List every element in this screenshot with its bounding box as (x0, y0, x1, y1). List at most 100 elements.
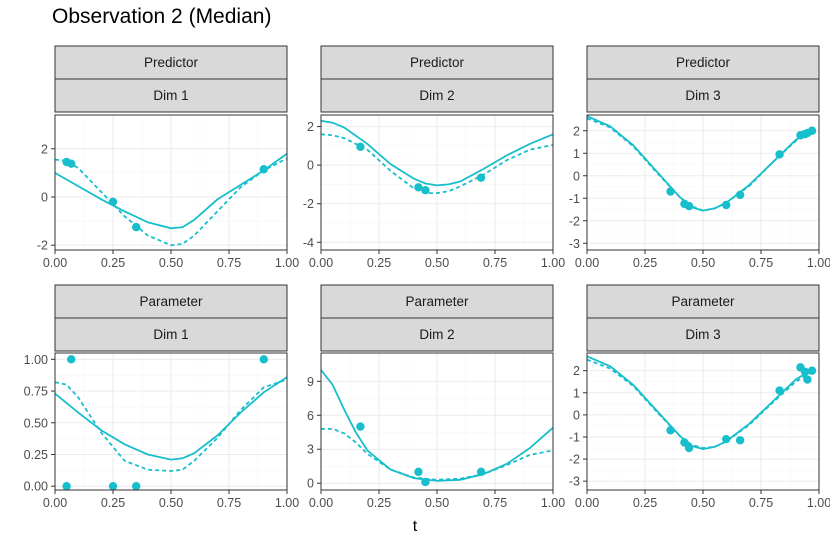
panel-1-x-tick-label: 0.00 (43, 256, 67, 270)
panel-6-x-tick-label: 0.50 (691, 496, 715, 510)
panel-4-group: Parameter Dim 1 0.00 0.25 0.50 0.75 1.00 0.00 0.… (24, 284, 299, 510)
panel-5-x-tick-label: 0.50 (425, 496, 449, 510)
panel-2-y-tick-label: -4 (303, 236, 314, 250)
panel-6-data-point (775, 386, 784, 395)
panel-3-y-tick-label: -1 (569, 192, 580, 206)
panel-1-y-tick-label: 2 (41, 142, 48, 156)
panel-2-data-point (356, 142, 365, 152)
panel-2-data-point (421, 186, 430, 195)
panel-4-y-tick-label: 0.75 (24, 385, 48, 399)
panel-2-x-tick-label: 1.00 (541, 256, 565, 270)
panel-4-data-point (67, 355, 76, 364)
panel-6-x-tick-label: 0.75 (749, 496, 773, 510)
panel-4-strip-bottom-label: Dim 1 (153, 327, 188, 342)
panel-4-y-tick-label: 1.00 (24, 353, 48, 367)
panel-2-x-tick-label: 0.00 (309, 256, 333, 270)
panel-3-group: Predictor Dim 3 0.00 0.25 0.50 0.75 1.00 -3 -2 -1… (569, 45, 830, 270)
panel-1-x-tick-label: 1.00 (275, 256, 299, 270)
panel-6-x-tick-label: 0.25 (633, 496, 657, 510)
panel-3-data-point (722, 200, 731, 210)
panel-5-series-dashed (321, 428, 554, 481)
panel-6-y-tick-label: -3 (569, 475, 580, 489)
panel-6-y-tick-label: 0 (573, 408, 580, 422)
panel-5-x-tick-label: 1.00 (541, 496, 565, 510)
panel-5-group: Parameter Dim 2 0.00 0.25 0.50 0.75 1.00 0 3 6 9 (307, 284, 565, 510)
panel-3-data-point (666, 187, 675, 196)
panel-1-y-tick-label: 0 (41, 190, 48, 204)
panel-2-data-point (476, 173, 486, 182)
panel-1-data-point (108, 197, 118, 206)
panel-6-group: Parameter Dim 3 0.00 0.25 0.50 0.75 1.00 -3 -2 -1… (569, 284, 830, 510)
panel-1-x-tick-label: 0.50 (159, 256, 183, 270)
panel-4-x-tick-label: 0.25 (101, 496, 125, 510)
panel-3-border (586, 114, 820, 251)
panel-1-data-point (132, 222, 141, 232)
panel-2-strip-bottom (320, 78, 554, 113)
panel-2-x-tick-label: 0.50 (425, 256, 449, 270)
panel-3-strip-bottom (586, 78, 820, 113)
panel-3-x-tick-label: 0.25 (633, 256, 657, 270)
panel-5-data-point (476, 467, 486, 477)
panel-4-y-tick-label: 0.00 (24, 480, 48, 494)
panel-1-y-tick-label: -2 (37, 239, 48, 253)
panel-3-y-tick-label: -3 (569, 237, 580, 251)
panel-6-border (586, 352, 820, 491)
panel-5-data-point (421, 477, 430, 487)
panel-5-y-tick-label: 6 (307, 409, 314, 423)
panel-2-border (320, 114, 554, 251)
panel-1-series-dashed (54, 157, 288, 247)
panel-3-data-point (775, 150, 784, 159)
panel-1-strip-top-label: Predictor (144, 55, 199, 70)
panel-3-data-point (684, 201, 694, 211)
panel-4-strip-top-label: Parameter (139, 294, 203, 309)
panel-5-border (320, 352, 554, 491)
panel-2-data-point (414, 183, 423, 192)
panel-4-x-tick-label: 0.00 (43, 496, 67, 510)
panel-1-group: Predictor Dim 1 0.00 0.25 0.50 0.75 1.00 -2 0 2 (37, 45, 299, 270)
panel-4-data-point (108, 481, 118, 491)
x-axis-title: t (412, 518, 418, 535)
panel-6-data-point (803, 375, 812, 384)
panel-4-border (54, 352, 288, 491)
panel-6-y-tick-label: 1 (573, 386, 580, 400)
panel-2-y-tick-label: 2 (307, 120, 314, 134)
panel-5-x-tick-label: 0.00 (309, 496, 333, 510)
panel-5-y-tick-label: 3 (307, 443, 314, 457)
panel-6-strip-bottom-label: Dim 3 (685, 327, 720, 342)
panel-3-series-dashed (586, 117, 813, 212)
panel-1-border (54, 114, 288, 251)
panel-6-strip-top-label: Parameter (671, 294, 735, 309)
panel-1-x-tick-label: 0.75 (217, 256, 241, 270)
panel-4-y-tick-label: 0.50 (24, 416, 48, 430)
panel-2-y-tick-label: -2 (303, 197, 314, 211)
panel-4-strip-bottom (54, 317, 288, 352)
panel-5-x-tick-label: 0.25 (367, 496, 391, 510)
panel-1-data-point (259, 165, 268, 174)
panel-6-data-point (807, 366, 817, 375)
panel-2-strip-bottom-label: Dim 2 (419, 88, 454, 103)
panel-2-strip-top-label: Predictor (410, 55, 465, 70)
panel-6-series-dashed (586, 358, 813, 449)
panel-1-strip-bottom-label: Dim 1 (153, 88, 188, 103)
panel-5-strip-top-label: Parameter (405, 294, 469, 309)
panel-5-y-tick-label: 0 (307, 477, 314, 491)
panel-6-data-point (666, 426, 675, 435)
panel-3-y-tick-label: 0 (573, 169, 580, 183)
panel-5-data-point (356, 422, 365, 431)
panel-6-data-point (684, 443, 694, 453)
panel-5-strip-top (320, 284, 554, 319)
panel-3-y-tick-label: 2 (573, 124, 580, 138)
panel-5-x-tick-label: 0.75 (483, 496, 507, 510)
panel-2-x-tick-label: 0.25 (367, 256, 391, 270)
panel-6-data-point (800, 367, 810, 376)
panel-3-x-tick-label: 0.00 (575, 256, 599, 270)
figure-title: Observation 2 (Median) (52, 5, 272, 28)
panel-4-strip-top (54, 284, 288, 319)
panel-6-data-point (722, 434, 731, 444)
panel-3-y-tick-label: -2 (569, 214, 580, 228)
panel-6-y-tick-label: 2 (573, 364, 580, 378)
panel-1-strip-top (54, 45, 288, 80)
panel-1-x-tick-label: 0.25 (101, 256, 125, 270)
panel-6-data-point (680, 438, 689, 447)
